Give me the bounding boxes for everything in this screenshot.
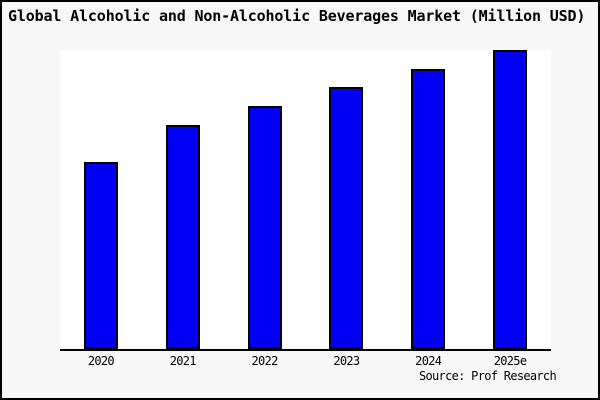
bar-2021	[166, 125, 200, 349]
chart-title: Global Alcoholic and Non-Alcoholic Bever…	[8, 7, 586, 25]
bar-2024	[411, 69, 445, 349]
bar-2023	[329, 87, 363, 349]
x-tick-label-2024: 2024	[415, 354, 442, 368]
x-tick-label-2025e: 2025e	[493, 354, 527, 368]
source-credit: Source: Prof Research	[418, 369, 557, 383]
bar-2025e	[493, 50, 527, 349]
x-tick-label-2022: 2022	[251, 354, 279, 368]
x-axis-labels: 2020 2021 2022 2023 2024 2025e	[60, 354, 551, 368]
x-tick-label-2021: 2021	[169, 354, 197, 368]
bar-2020	[84, 162, 118, 349]
x-tick-label-2020: 2020	[87, 354, 115, 368]
bar-2022	[248, 106, 282, 349]
plot-area	[60, 50, 551, 351]
x-tick-label-2023: 2023	[333, 354, 360, 368]
